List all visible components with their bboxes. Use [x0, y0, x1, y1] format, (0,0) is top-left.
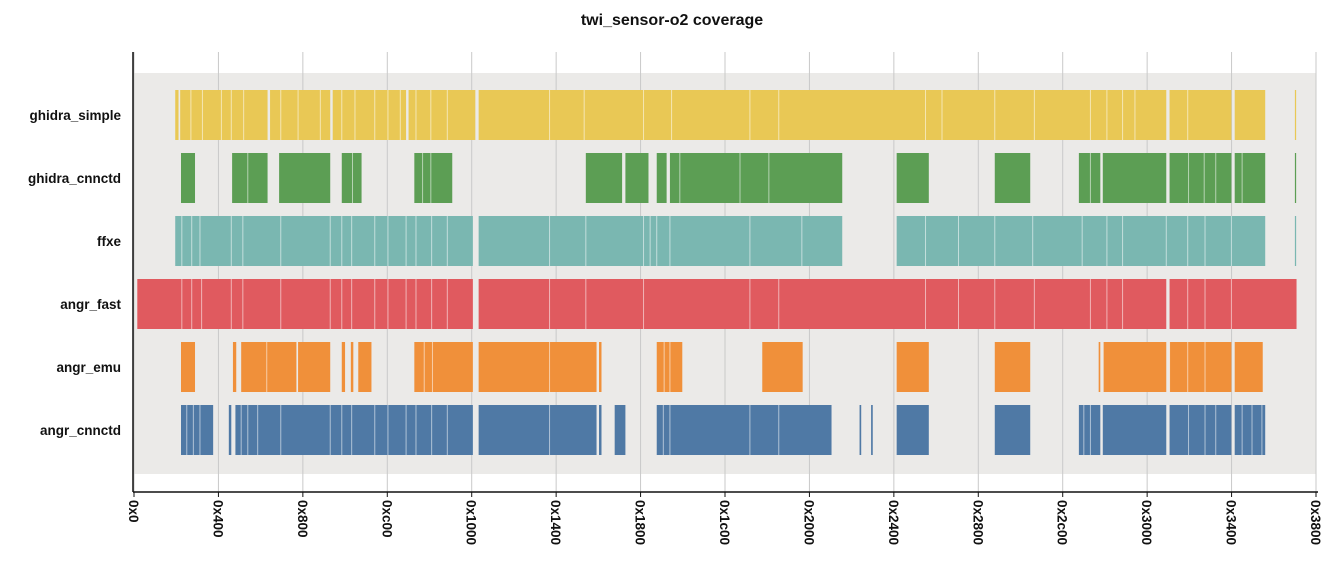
coverage-bar: [994, 405, 1031, 455]
coverage-bar: [1102, 405, 1167, 455]
coverage-bar: [478, 342, 597, 392]
coverage-bar: [994, 153, 1031, 203]
series-angr_emu: [180, 342, 1263, 392]
coverage-bar: [585, 153, 623, 203]
coverage-bar: [180, 153, 196, 203]
coverage-bar: [350, 342, 354, 392]
coverage-bars: [137, 90, 1297, 455]
x-tick-label: 0x800: [295, 500, 310, 538]
series-ghidra_simple: [175, 90, 1297, 140]
x-tick-label: 0x2800: [970, 500, 985, 545]
y-tick-label: ghidra_cnnctd: [28, 171, 121, 186]
coverage-bar: [414, 342, 473, 392]
coverage-bar: [1169, 90, 1232, 140]
coverage-bar: [656, 153, 667, 203]
coverage-bar: [341, 342, 346, 392]
coverage-bar: [180, 90, 268, 140]
chart-title: twi_sensor-o2 coverage: [581, 12, 763, 29]
x-tick-label: 0x3000: [1139, 500, 1154, 545]
coverage-bar: [1294, 153, 1297, 203]
coverage-bar: [232, 153, 268, 203]
coverage-bar: [1294, 90, 1297, 140]
series-ghidra_cnnctd: [180, 153, 1297, 203]
coverage-bar: [994, 342, 1031, 392]
coverage-bar: [614, 405, 626, 455]
coverage-bar: [896, 216, 1266, 266]
coverage-bar: [180, 405, 214, 455]
x-tick-label: 0x1800: [633, 500, 648, 545]
coverage-bar: [478, 405, 597, 455]
coverage-bar: [414, 153, 453, 203]
coverage-bar: [470, 90, 476, 140]
series-angr_fast: [137, 279, 1297, 329]
coverage-bar: [599, 405, 602, 455]
coverage-bar: [1169, 405, 1232, 455]
coverage-bar: [228, 405, 232, 455]
coverage-bar: [669, 153, 843, 203]
coverage-bar: [175, 90, 179, 140]
coverage-bar: [270, 90, 331, 140]
coverage-bar: [599, 342, 602, 392]
x-tick-label: 0x1400: [548, 500, 563, 545]
coverage-bar: [762, 342, 803, 392]
coverage-bar: [1234, 342, 1263, 392]
coverage-bar: [332, 90, 407, 140]
coverage-bar: [1103, 342, 1167, 392]
coverage-bar: [180, 342, 196, 392]
y-tick-label: ffxe: [97, 234, 121, 249]
coverage-bar: [341, 153, 362, 203]
coverage-bar: [896, 342, 929, 392]
y-tick-label: ghidra_simple: [29, 108, 121, 123]
coverage-bar: [279, 153, 331, 203]
x-tick-label: 0x3800: [1308, 500, 1323, 545]
coverage-bar: [1234, 90, 1266, 140]
coverage-bar: [896, 405, 929, 455]
x-tick-label: 0x1000: [464, 500, 479, 545]
coverage-bar: [1078, 405, 1101, 455]
coverage-bar: [358, 342, 372, 392]
x-tick-label: 0x2400: [886, 500, 901, 545]
coverage-bar: [871, 405, 873, 455]
x-tick-label: 0xc00: [379, 500, 394, 538]
y-tick-label: angr_fast: [60, 297, 121, 312]
y-tick-label: angr_cnnctd: [40, 423, 121, 438]
x-axis-labels: 0x0 0x400 0x800 0xc00 0x1000 0x1400 0x1800 0x1c…: [126, 492, 1323, 545]
x-tick-label: 0x2c00: [1055, 500, 1070, 545]
coverage-bar: [1294, 216, 1297, 266]
coverage-bar: [896, 153, 929, 203]
x-tick-label: 0x400: [210, 500, 225, 538]
coverage-bar: [298, 342, 331, 392]
coverage-bar: [175, 216, 473, 266]
x-tick-label: 0x2000: [801, 500, 816, 545]
coverage-bar: [1169, 279, 1297, 329]
coverage-bar: [478, 216, 843, 266]
coverage-bar: [1102, 153, 1167, 203]
coverage-bar: [1234, 153, 1266, 203]
coverage-bar: [625, 153, 649, 203]
x-tick-label: 0x1c00: [717, 500, 732, 545]
y-tick-label: angr_emu: [56, 360, 121, 375]
coverage-bar: [656, 405, 832, 455]
coverage-bar: [1234, 405, 1266, 455]
coverage-bar: [478, 90, 1167, 140]
x-tick-label: 0x0: [126, 500, 141, 523]
coverage-bar: [408, 90, 473, 140]
coverage-bar: [241, 342, 297, 392]
coverage-bar: [137, 279, 473, 329]
coverage-bar: [1078, 153, 1101, 203]
series-ffxe: [175, 216, 1297, 266]
coverage-bar: [1169, 342, 1232, 392]
coverage-bar: [1098, 342, 1101, 392]
coverage-bar: [235, 405, 473, 455]
coverage-bar: [1169, 153, 1232, 203]
x-tick-label: 0x3400: [1224, 500, 1239, 545]
coverage-bar: [478, 279, 1167, 329]
coverage-bar: [859, 405, 862, 455]
coverage-bar: [232, 342, 237, 392]
series-angr_cnnctd: [180, 405, 1266, 455]
